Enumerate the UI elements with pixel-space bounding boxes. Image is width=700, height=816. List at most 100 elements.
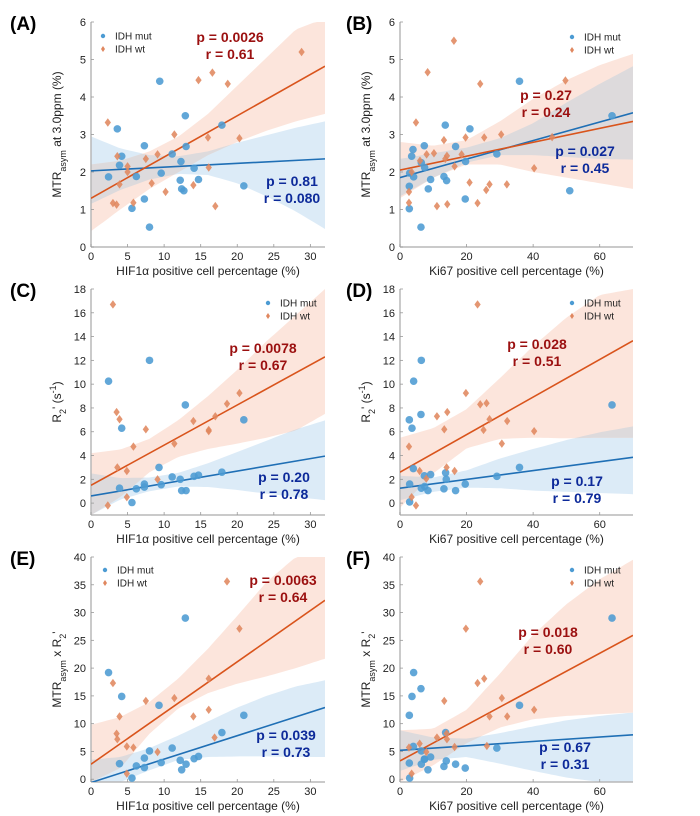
data-point-idh-wt [416,466,423,476]
x-axis-label: HIF1α positive cell percentage (%) [116,799,300,813]
legend-marker-idh-mut [102,567,108,573]
data-point-idh-wt [236,388,243,398]
data-point-idh-mut [145,223,154,231]
wt-points [405,36,569,211]
x-tick-label: 40 [527,519,539,531]
wt-fit-line [91,599,325,765]
data-point-idh-mut [168,744,176,752]
data-point-idh-mut [181,614,190,622]
data-point-idh-mut [442,475,451,484]
data-point-idh-wt [412,118,420,127]
x-tick-label: 20 [460,251,472,263]
data-point-idh-mut [115,161,124,170]
panel-c: 0 5 10 15 20 25 30 0 2 4 6 8 10 12 14 16 18 HIF1α positiv… [10,281,325,546]
data-point-idh-wt [408,769,415,778]
mut-p-value: p = 0.20 [258,469,310,485]
data-point-idh-mut [155,701,163,710]
panel-label: (A) [10,14,36,35]
y-tick-label: 15 [383,691,395,703]
fit-lines [91,599,325,782]
data-point-idh-wt [405,198,413,207]
data-point-idh-wt [416,156,424,165]
data-point-idh-wt [114,735,121,744]
legend-label-idh-mut: IDH mut [584,33,621,44]
wt-r-value: r = 0.24 [522,104,571,120]
legend: IDH mut IDH wt [100,32,152,56]
data-point-idh-mut [466,125,474,133]
data-point-idh-mut [420,163,429,172]
legend-marker-idh-wt [570,313,574,319]
legend-label-idh-mut: IDH mut [280,299,317,310]
data-point-idh-mut [182,760,190,769]
data-point-idh-wt [113,729,120,738]
data-point-idh-wt [142,154,149,164]
data-point-idh-wt [433,733,441,742]
wt-fit-line [400,340,633,473]
data-point-idh-mut [145,747,154,755]
data-point-idh-mut [426,175,435,184]
data-point-idh-wt [171,439,178,448]
y-tick-label: 0 [389,498,395,510]
y-tick-label: 35 [383,580,395,592]
data-point-idh-mut [515,701,524,710]
mut-confidence-band [91,680,325,782]
x-tick-label: 25 [268,519,280,531]
data-point-idh-wt [162,187,169,197]
data-point-idh-mut [426,470,435,479]
data-point-idh-mut [176,176,185,185]
x-tick-label: 60 [594,519,606,531]
data-point-idh-mut [493,472,501,481]
mut-points [405,356,616,506]
y-tick-label: 0 [80,242,86,254]
y-tick-label: 20 [74,663,86,675]
data-point-idh-mut [451,486,460,495]
mut-fit-line [91,455,325,497]
data-point-idh-mut [155,463,163,472]
data-point-idh-mut [461,195,470,203]
y-tick-label: 2 [389,474,395,486]
data-point-idh-mut [408,424,416,432]
data-point-idh-wt [423,474,430,483]
confidence-bands [91,22,325,232]
panel-label: (C) [10,281,36,302]
data-point-idh-wt [483,741,491,751]
data-point-idh-wt [477,577,484,586]
legend-label-idh-wt: IDH wt [584,312,614,323]
legend: IDH mut IDH wt [569,33,621,57]
data-point-idh-wt [481,674,488,683]
data-point-idh-mut [426,753,435,761]
data-point-idh-wt [486,180,493,189]
data-point-idh-wt [483,185,490,195]
y-tick-label: 16 [74,308,86,320]
data-point-idh-wt [477,79,484,89]
data-point-idh-wt [123,742,130,751]
legend-marker-idh-wt [570,580,574,586]
data-point-idh-mut [181,111,190,120]
data-point-idh-wt [408,167,415,177]
data-point-idh-mut [405,182,414,191]
mut-points [405,77,616,231]
data-point-idh-wt [405,442,413,451]
data-point-idh-mut [190,164,198,173]
x-tick-label: 20 [460,786,472,798]
x-tick-label: 0 [88,251,94,263]
legend-label-idh-wt: IDH wt [584,579,614,590]
x-tick-label: 25 [268,251,280,263]
data-point-idh-wt [116,180,123,189]
data-point-idh-wt [109,678,117,688]
mut-p-value: p = 0.81 [266,173,318,189]
data-point-idh-mut [515,77,524,86]
legend-label-idh-mut: IDH mut [584,566,621,577]
x-tick-label: 60 [594,786,606,798]
data-point-idh-mut [117,692,126,701]
data-point-idh-mut [493,150,501,158]
data-point-idh-wt [113,407,120,417]
data-point-idh-wt [190,180,197,190]
wt-r-value: r = 0.60 [524,641,573,657]
x-tick-label: 0 [88,519,94,531]
x-axis-label: Ki67 positive cell percentage (%) [429,532,604,546]
y-tick-label: 5 [389,746,395,758]
data-point-idh-wt [142,425,149,434]
mut-p-value: p = 0.17 [551,473,603,489]
